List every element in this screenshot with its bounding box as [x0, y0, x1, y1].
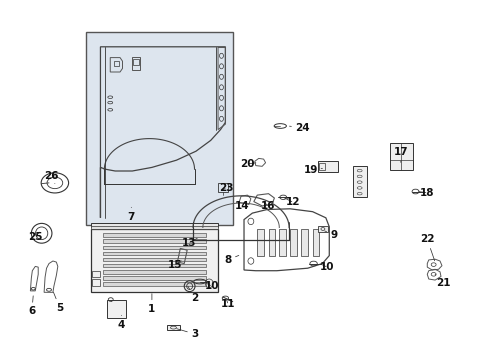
Bar — [318, 161, 338, 172]
Bar — [103, 270, 206, 274]
Text: 8: 8 — [224, 255, 239, 265]
Text: 24: 24 — [290, 123, 310, 133]
Bar — [318, 226, 328, 232]
Text: 21: 21 — [435, 274, 451, 288]
Text: 9: 9 — [325, 230, 338, 240]
Bar — [313, 229, 319, 256]
Bar — [301, 229, 308, 256]
Bar — [103, 239, 206, 243]
Text: 6: 6 — [28, 296, 35, 316]
Bar — [390, 143, 413, 170]
Text: 7: 7 — [127, 207, 135, 222]
Text: 12: 12 — [285, 197, 300, 207]
Text: 23: 23 — [219, 183, 234, 193]
Bar — [103, 264, 206, 267]
Bar — [91, 223, 218, 227]
Bar — [269, 229, 275, 256]
Bar — [92, 271, 100, 277]
Text: 5: 5 — [53, 292, 63, 313]
Bar — [133, 59, 139, 65]
Bar — [103, 252, 206, 255]
Bar — [218, 183, 228, 192]
Text: 10: 10 — [204, 281, 219, 291]
Text: 11: 11 — [220, 299, 235, 309]
Text: 25: 25 — [28, 232, 43, 242]
Bar — [103, 282, 206, 286]
Bar — [114, 61, 119, 66]
Text: 13: 13 — [181, 238, 197, 248]
Bar — [103, 246, 206, 249]
Bar — [103, 276, 206, 280]
Text: 18: 18 — [419, 188, 435, 198]
Bar — [257, 229, 264, 256]
Bar — [91, 229, 218, 292]
Bar — [319, 163, 325, 170]
Bar — [107, 300, 126, 318]
Text: 16: 16 — [261, 201, 276, 211]
Bar — [353, 166, 367, 197]
Text: 4: 4 — [118, 315, 125, 330]
Text: 10: 10 — [320, 262, 335, 272]
Bar — [290, 229, 297, 256]
Bar — [279, 229, 286, 256]
Text: 15: 15 — [168, 260, 183, 270]
FancyBboxPatch shape — [86, 32, 233, 225]
Text: 26: 26 — [44, 171, 59, 184]
Text: 3: 3 — [177, 329, 198, 339]
Text: 2: 2 — [188, 286, 198, 303]
Text: 19: 19 — [304, 165, 322, 175]
Bar — [103, 233, 206, 237]
Text: 20: 20 — [240, 159, 256, 169]
Text: 17: 17 — [393, 147, 408, 162]
Bar — [91, 226, 218, 229]
Bar — [92, 279, 100, 286]
Bar — [167, 325, 180, 330]
Text: 14: 14 — [235, 201, 250, 211]
Text: 22: 22 — [420, 234, 435, 261]
Bar — [103, 258, 206, 261]
Text: 1: 1 — [148, 294, 155, 314]
